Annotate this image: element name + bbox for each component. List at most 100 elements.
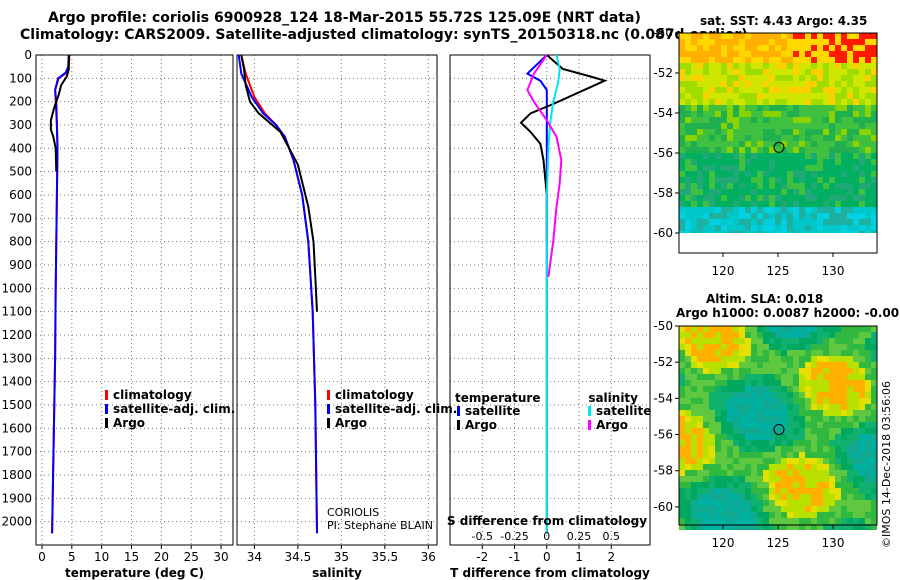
- map-cell: [703, 63, 709, 69]
- map-cell: [799, 440, 805, 446]
- x-tick-label: 35.5: [371, 550, 398, 564]
- map-cell: [679, 81, 685, 87]
- map-cell: [679, 380, 685, 386]
- map-cell: [787, 494, 793, 500]
- map-cell: [847, 69, 853, 75]
- map-cell: [751, 458, 757, 464]
- map-cell: [745, 380, 751, 386]
- map-cell: [829, 45, 835, 51]
- y-tick-label: -50: [653, 319, 673, 333]
- map-cell: [781, 500, 787, 506]
- map-cell: [757, 356, 763, 362]
- map-cell: [727, 111, 733, 117]
- map-cell: [769, 344, 775, 350]
- map-cell: [841, 39, 847, 45]
- map-cell: [739, 326, 745, 332]
- map-cell: [769, 488, 775, 494]
- map-cell: [685, 81, 691, 87]
- map-cell: [841, 350, 847, 356]
- map-cell: [745, 434, 751, 440]
- map-cell: [799, 470, 805, 476]
- map-cell: [775, 141, 781, 147]
- map-cell: [799, 392, 805, 398]
- map-cell: [829, 488, 835, 494]
- map-cell: [733, 111, 739, 117]
- map-cell: [853, 422, 859, 428]
- map-cell: [781, 45, 787, 51]
- map-cell: [853, 464, 859, 470]
- map-cell: [757, 452, 763, 458]
- map-cell: [697, 177, 703, 183]
- map-cell: [817, 440, 823, 446]
- map-cell: [721, 201, 727, 207]
- map-cell: [793, 512, 799, 518]
- map-cell: [751, 201, 757, 207]
- map-cell: [751, 219, 757, 225]
- map-cell: [799, 452, 805, 458]
- map-cell: [799, 374, 805, 380]
- map-cell: [793, 159, 799, 165]
- map-cell: [733, 135, 739, 141]
- map-cell: [721, 219, 727, 225]
- map-cell: [763, 99, 769, 105]
- map-cell: [751, 356, 757, 362]
- map-cell: [691, 165, 697, 171]
- map-cell: [847, 410, 853, 416]
- map-cell: [859, 386, 865, 392]
- map-cell: [829, 482, 835, 488]
- map-cell: [835, 219, 841, 225]
- map-cell: [847, 356, 853, 362]
- map-cell: [787, 33, 793, 39]
- map-cell: [847, 45, 853, 51]
- map-cell: [853, 51, 859, 57]
- figure-title: Argo profile: coriolis 6900928_124 18-Ma…: [48, 10, 641, 26]
- map-cell: [805, 51, 811, 57]
- map-cell: [841, 368, 847, 374]
- map-cell: [775, 458, 781, 464]
- map-cell: [715, 512, 721, 518]
- map-cell: [859, 63, 865, 69]
- map-cell: [775, 344, 781, 350]
- map-cell: [757, 464, 763, 470]
- map-cell: [871, 446, 877, 452]
- map-cell: [799, 398, 805, 404]
- map-cell: [721, 458, 727, 464]
- map-cell: [775, 183, 781, 189]
- map-cell: [703, 135, 709, 141]
- argo-position-marker: [773, 141, 785, 153]
- x-tick-label: 30: [213, 550, 228, 564]
- map-cell: [853, 416, 859, 422]
- map-cell: [721, 482, 727, 488]
- map-cell: [787, 219, 793, 225]
- map-cell: [691, 506, 697, 512]
- map-cell: [739, 350, 745, 356]
- map-cell: [709, 63, 715, 69]
- map-cell: [745, 458, 751, 464]
- map-cell: [715, 452, 721, 458]
- map-cell: [781, 482, 787, 488]
- map-cell: [859, 51, 865, 57]
- map-cell: [679, 195, 685, 201]
- map-cell: [817, 123, 823, 129]
- map-cell: [721, 452, 727, 458]
- map-cell: [865, 434, 871, 440]
- map-cell: [703, 500, 709, 506]
- map-cell: [775, 171, 781, 177]
- map-cell: [679, 428, 685, 434]
- map-cell: [751, 470, 757, 476]
- x-tick-label: 34: [247, 550, 262, 564]
- x-tick-label: 2: [607, 550, 615, 564]
- map-cell: [775, 147, 781, 153]
- map-cell: [727, 135, 733, 141]
- map-cell: [841, 470, 847, 476]
- map-cell: [841, 33, 847, 39]
- map-cell: [691, 111, 697, 117]
- map-cell: [817, 159, 823, 165]
- map-cell: [709, 117, 715, 123]
- map-cell: [859, 524, 865, 530]
- map-cell: [823, 476, 829, 482]
- map-cell: [805, 374, 811, 380]
- map-cell: [775, 135, 781, 141]
- map-cell: [781, 356, 787, 362]
- map-cell: [679, 488, 685, 494]
